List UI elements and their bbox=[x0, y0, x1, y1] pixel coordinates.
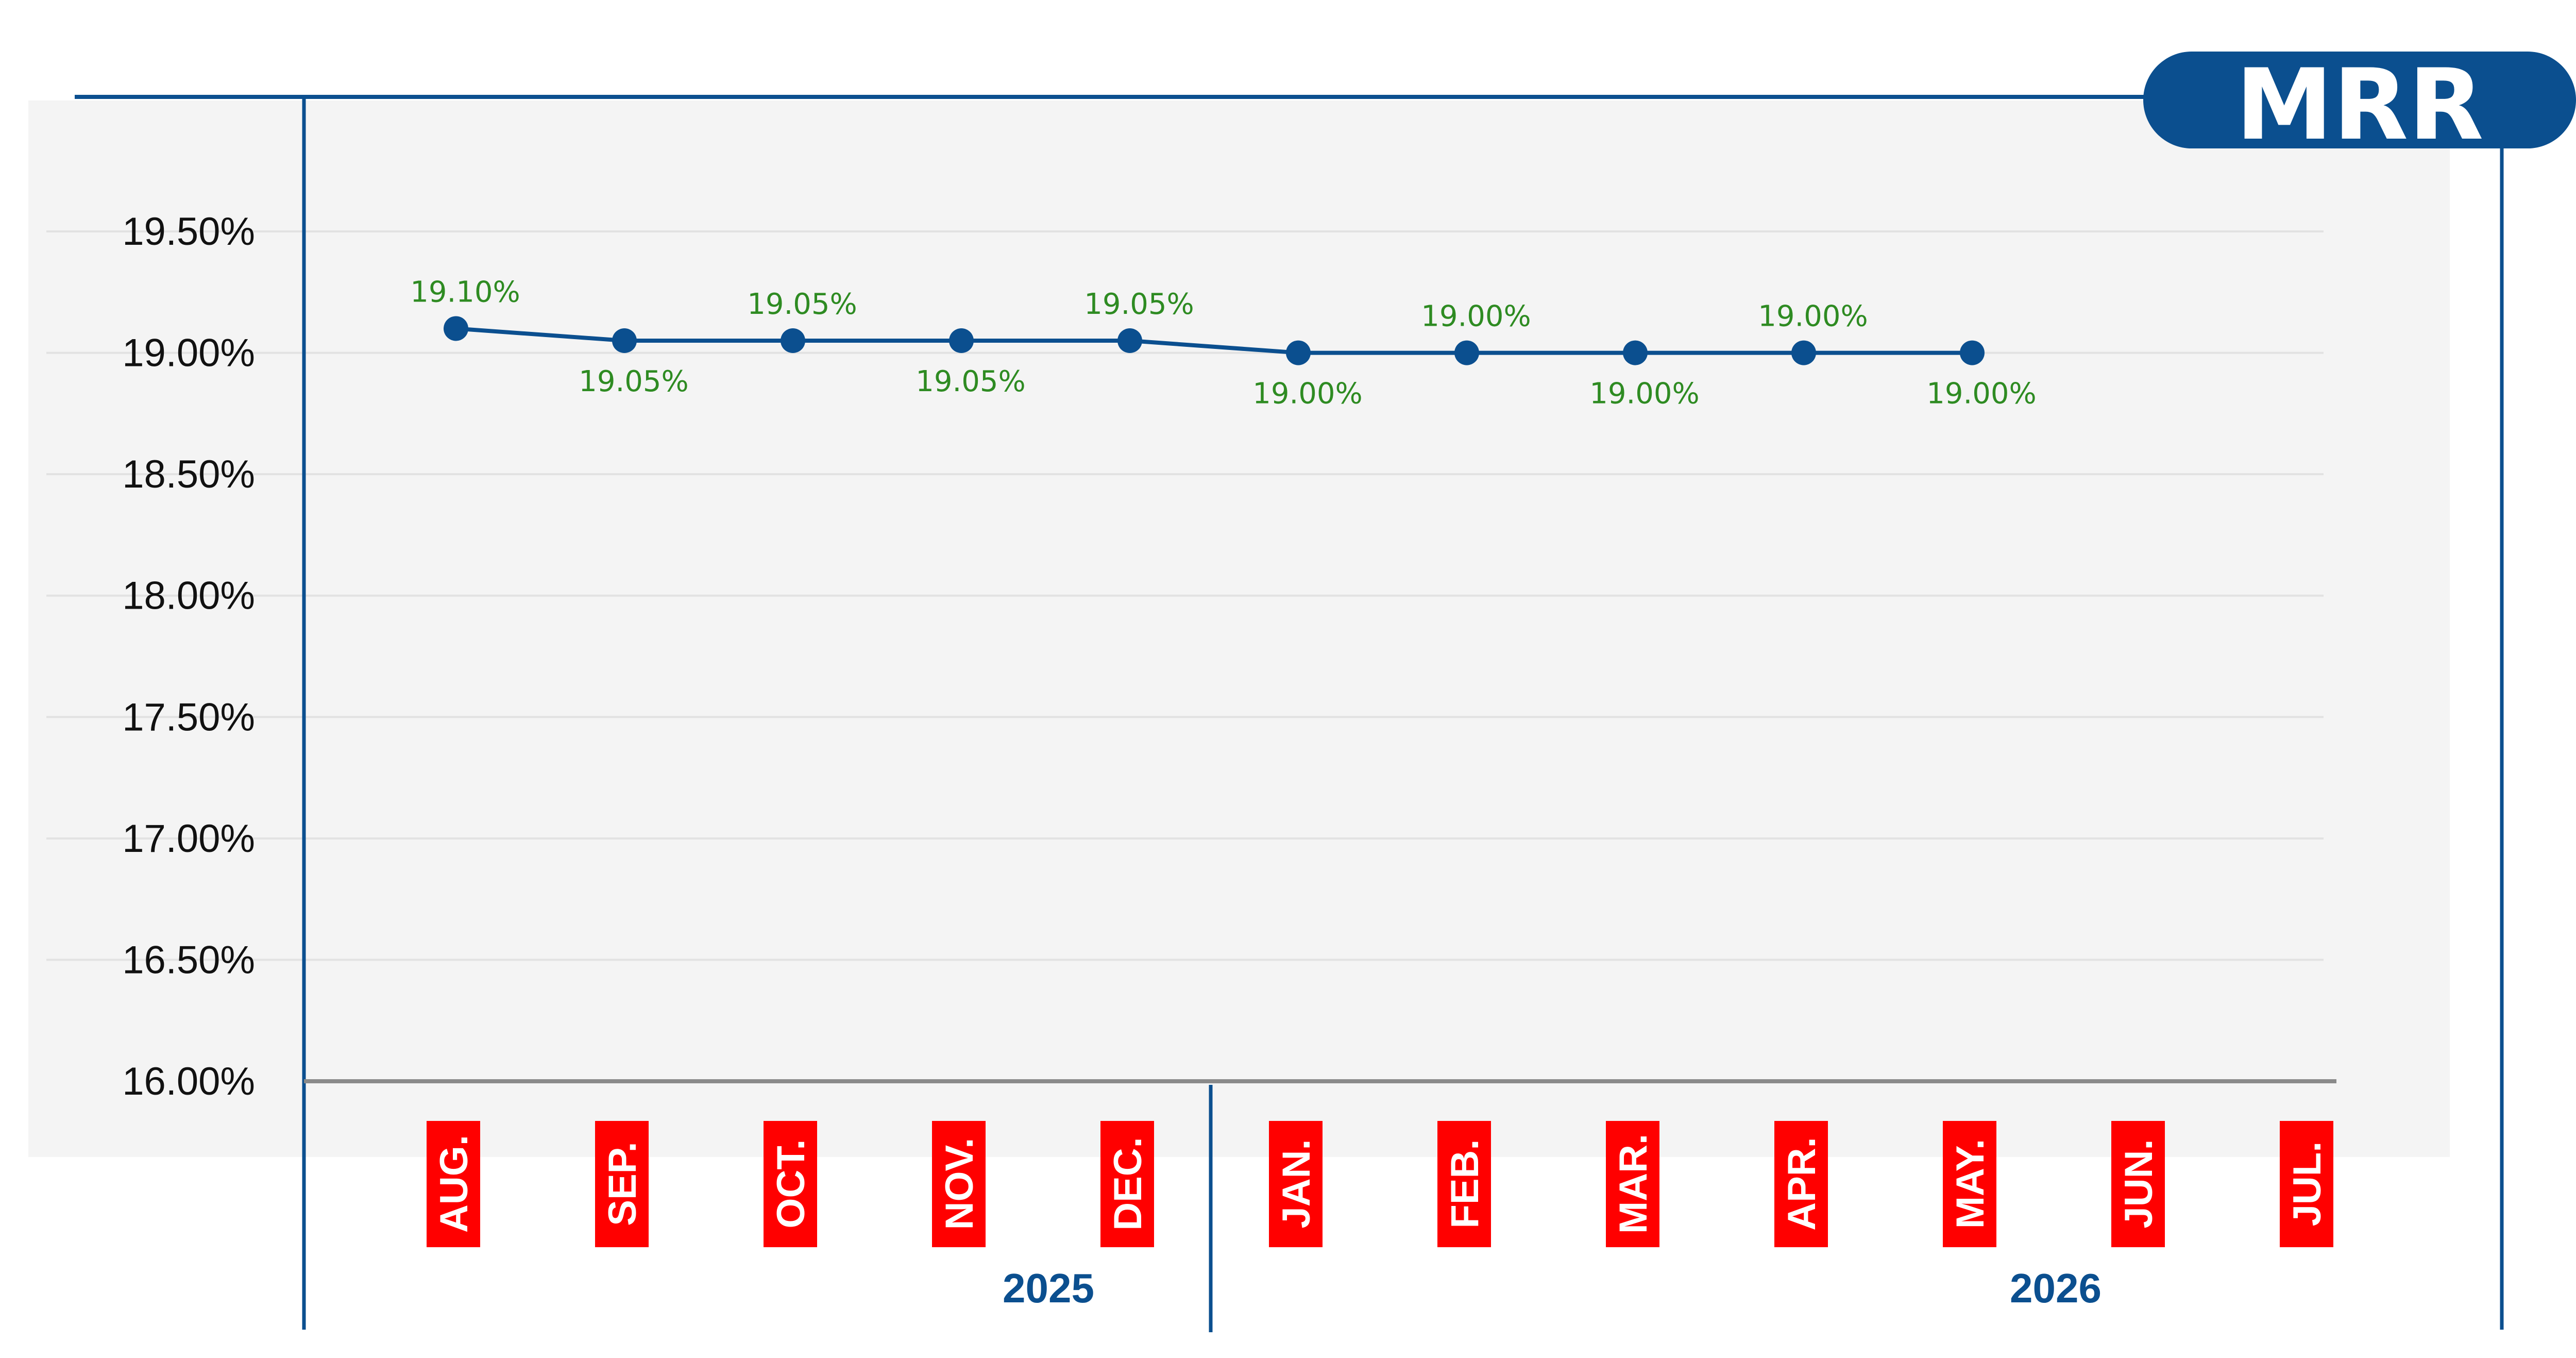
plot-background bbox=[28, 100, 2450, 1157]
data-point bbox=[781, 328, 805, 354]
data-point bbox=[949, 328, 974, 354]
month-label-box bbox=[595, 1121, 649, 1247]
month-label-text: MAY. bbox=[1948, 1139, 1992, 1229]
month-label-box bbox=[1774, 1121, 1828, 1247]
data-point bbox=[1454, 340, 1479, 365]
month-label: FEB. bbox=[1437, 1121, 1491, 1247]
month-label-text: NOV. bbox=[938, 1138, 981, 1230]
mrr-badge: MRR bbox=[2143, 48, 2576, 162]
data-labels: 19.10% 19.05% 19.05% 19.05% 19.05% 19.00% 19.0… bbox=[410, 275, 2037, 410]
month-label-box bbox=[1943, 1121, 1996, 1247]
month-label-text: SEP. bbox=[601, 1142, 645, 1226]
mrr-badge-text: MRR bbox=[2235, 48, 2484, 162]
year-labels: 2025 2026 bbox=[1003, 1265, 2102, 1311]
month-label-box bbox=[932, 1121, 986, 1247]
month-label: JAN. bbox=[1269, 1121, 1323, 1247]
y-tick-label: 19.50% bbox=[122, 210, 255, 254]
data-points bbox=[444, 316, 1985, 365]
data-point bbox=[1623, 340, 1648, 365]
series-line bbox=[455, 326, 1972, 355]
data-label: 19.00% bbox=[1589, 377, 1700, 411]
data-point bbox=[1117, 328, 1142, 354]
month-label-box bbox=[427, 1121, 480, 1247]
month-label-text: DEC. bbox=[1106, 1137, 1150, 1231]
month-label-box bbox=[2280, 1121, 2333, 1247]
mrr-badge-pill bbox=[2143, 52, 2576, 148]
data-label: 19.05% bbox=[579, 365, 689, 398]
year-label: 2025 bbox=[1003, 1265, 1094, 1311]
month-label-box bbox=[1437, 1121, 1491, 1247]
month-label: MAY. bbox=[1943, 1121, 1996, 1247]
month-label: DEC. bbox=[1100, 1121, 1154, 1247]
month-label: JUL. bbox=[2280, 1121, 2333, 1247]
y-tick-label: 17.00% bbox=[122, 817, 255, 861]
month-label-text: MAR. bbox=[1612, 1134, 1655, 1234]
data-label: 19.10% bbox=[410, 275, 520, 309]
month-label: JUN. bbox=[2111, 1121, 2165, 1247]
month-label-text: FEB. bbox=[1443, 1139, 1487, 1228]
month-label-text: JUL. bbox=[2285, 1142, 2329, 1227]
data-label: 19.00% bbox=[1421, 300, 1531, 333]
month-label: NOV. bbox=[932, 1121, 986, 1247]
data-point bbox=[444, 316, 468, 341]
data-label: 19.00% bbox=[1252, 377, 1363, 411]
month-label-text: JAN. bbox=[1275, 1139, 1318, 1228]
data-point bbox=[612, 328, 637, 354]
data-point bbox=[1960, 340, 1985, 365]
y-tick-label: 18.50% bbox=[122, 452, 255, 496]
y-tick-label: 19.00% bbox=[122, 331, 255, 375]
month-label: OCT. bbox=[764, 1121, 817, 1247]
month-label-box bbox=[1269, 1121, 1323, 1247]
y-tick-label: 17.50% bbox=[122, 695, 255, 739]
month-label-text: APR. bbox=[1780, 1137, 1824, 1231]
data-point bbox=[1286, 340, 1311, 365]
month-label-box bbox=[1100, 1121, 1154, 1247]
month-label: MAR. bbox=[1606, 1121, 1659, 1247]
data-label: 19.00% bbox=[1926, 377, 2037, 411]
month-label-box bbox=[764, 1121, 817, 1247]
month-label: SEP. bbox=[595, 1121, 649, 1247]
y-tick-label: 18.00% bbox=[122, 574, 255, 618]
month-labels: AUG. SEP. OCT. NOV. DEC. JAN. FEB. MAR. APR. MAY.… bbox=[427, 1121, 2333, 1247]
y-tick-label: 16.50% bbox=[122, 938, 255, 982]
data-label: 19.05% bbox=[747, 288, 857, 321]
month-label: APR. bbox=[1774, 1121, 1828, 1247]
year-label: 2026 bbox=[2010, 1265, 2102, 1311]
y-axis-ticks: 19.50% 19.00% 18.50% 18.00% 17.50% 17.00% 16.5… bbox=[122, 210, 255, 1103]
data-label: 19.05% bbox=[916, 365, 1026, 398]
data-point bbox=[1791, 340, 1816, 365]
data-label: 19.00% bbox=[1758, 300, 1868, 333]
gridlines bbox=[46, 230, 2324, 961]
month-label-text: AUG. bbox=[432, 1135, 476, 1233]
y-tick-label: 16.00% bbox=[122, 1060, 255, 1103]
month-label-box bbox=[1606, 1121, 1659, 1247]
month-label-text: JUN. bbox=[2117, 1139, 2161, 1228]
data-label: 19.05% bbox=[1084, 288, 1194, 321]
month-label-box bbox=[2111, 1121, 2165, 1247]
month-label: AUG. bbox=[427, 1121, 480, 1247]
month-label-text: OCT. bbox=[769, 1139, 813, 1228]
